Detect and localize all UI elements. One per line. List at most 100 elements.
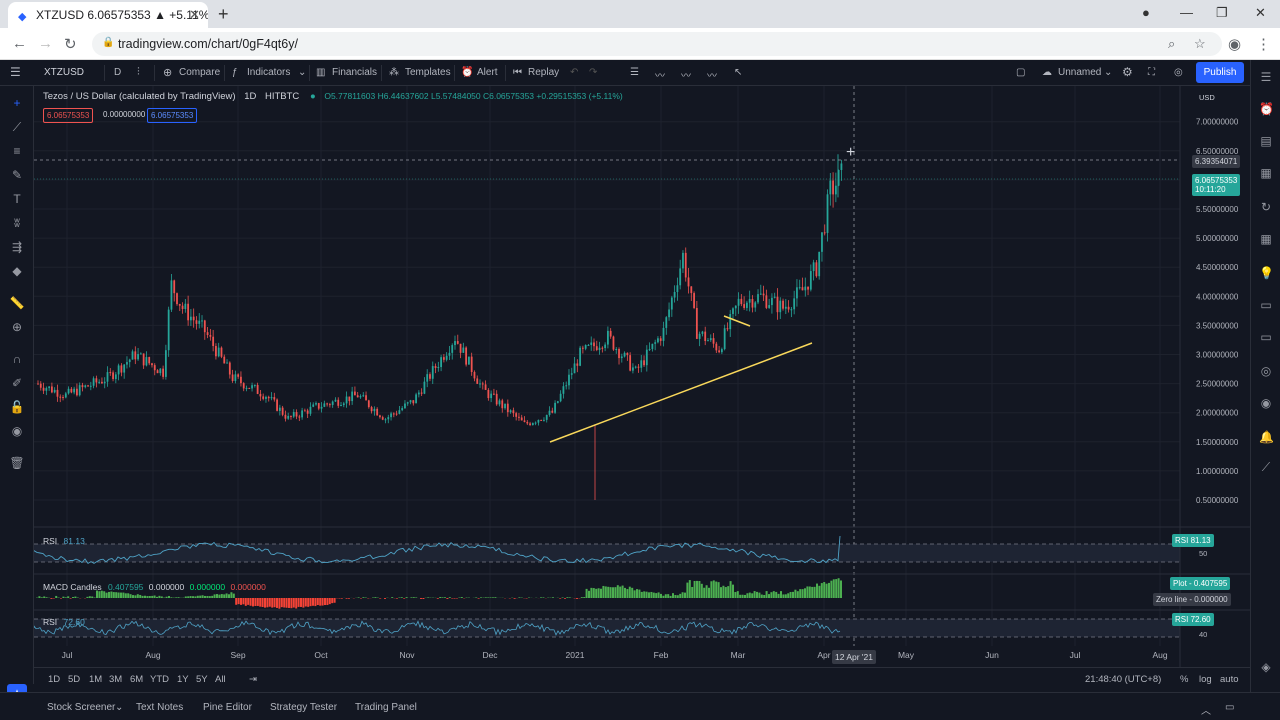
stock-screener-dropdown-icon[interactable]: ⌄ [115, 702, 124, 713]
indicators-button[interactable]: Indicators [247, 67, 291, 78]
ruler-icon[interactable]: 📏 [9, 296, 25, 310]
forward-icon[interactable]: → [38, 35, 53, 52]
streams-icon[interactable]: ◎ [1260, 364, 1272, 378]
notifications-bell-icon[interactable]: 🔔 [1259, 430, 1274, 444]
lock-drawings-icon[interactable]: 🔓 [9, 400, 25, 414]
goto-date-icon[interactable]: ⇥ [249, 674, 257, 685]
brush-icon[interactable]: ✎ [11, 168, 23, 182]
fullscreen-icon[interactable]: ⛶ [1148, 67, 1155, 78]
tf-ytd[interactable]: YTD [150, 674, 169, 685]
elliott-wave-icon[interactable]: 〰 [655, 71, 665, 82]
candle-body [415, 394, 417, 404]
settings-gear-icon[interactable]: ⚙ [1122, 65, 1133, 79]
alert-button[interactable]: Alert [477, 67, 498, 78]
ask-price[interactable]: 6.06575353 [147, 108, 198, 123]
tab-trading-panel[interactable]: Trading Panel [355, 702, 417, 713]
interval-button[interactable]: D [114, 67, 122, 78]
profile-avatar-icon[interactable]: ◉ [1228, 36, 1242, 53]
messages-icon[interactable]: ▭ [1260, 330, 1272, 344]
maximize-panel-icon[interactable]: ▭ [1225, 702, 1235, 713]
broadcast-icon[interactable]: ◉ [1260, 396, 1272, 410]
candle-body [556, 401, 559, 403]
zoom-in-icon[interactable]: ⊕ [11, 320, 23, 334]
order-panel-icon[interactable]: ⟋ [1261, 460, 1271, 474]
tf-5d[interactable]: 5D [68, 674, 81, 685]
trend-line-icon[interactable]: ⟋ [12, 120, 22, 134]
profile-menu-icon[interactable]: ● [1142, 5, 1150, 20]
hide-drawings-icon[interactable]: ◉ [11, 424, 23, 438]
pattern-icon[interactable]: ʬ [14, 216, 20, 230]
reload-icon[interactable]: ↻ [64, 36, 77, 53]
zoom-icon[interactable]: ⌕ [1168, 36, 1176, 51]
wave-abc-icon[interactable]: 〰 [681, 71, 691, 82]
clock-timezone[interactable]: 21:48:40 (UTC+8) [1085, 674, 1162, 685]
new-tab-icon[interactable]: + [218, 4, 229, 24]
main-menu-icon[interactable]: ☰ [10, 65, 21, 79]
magnet-icon[interactable]: ∩ [12, 352, 22, 366]
bid-price[interactable]: 6.06575353 [43, 108, 94, 123]
browser-menu-icon[interactable]: ⋮ [1256, 36, 1271, 53]
replay-button[interactable]: Replay [528, 67, 560, 78]
back-icon[interactable]: ← [12, 35, 27, 52]
publish-button[interactable]: Publish [1196, 62, 1244, 83]
icon-tool-icon[interactable]: ◆ [12, 264, 22, 278]
hotlist-icon[interactable]: ↻ [1260, 200, 1272, 214]
wave-xyz-icon[interactable]: 〰 [707, 71, 717, 82]
restore-icon[interactable]: ❐ [1216, 5, 1228, 20]
prediction-icon[interactable]: ⇶ [11, 240, 23, 254]
layout-icon[interactable]: ▢ [1016, 67, 1026, 78]
main-chart[interactable]: 7.000000006.500000006.000000005.50000000… [34, 86, 1250, 667]
percent-scale-toggle[interactable]: % [1180, 674, 1189, 685]
bookmark-star-icon[interactable]: ☆ [1194, 36, 1206, 51]
financials-button[interactable]: Financials [332, 67, 378, 78]
tf-1m[interactable]: 1M [89, 674, 103, 685]
ideas-bulb-icon[interactable]: 💡 [1259, 266, 1274, 280]
tab-pine-editor[interactable]: Pine Editor [203, 702, 252, 713]
chat-icon[interactable]: ▭ [1260, 298, 1272, 312]
calendar-icon[interactable]: ▦ [1260, 232, 1272, 246]
fib-retracement-icon[interactable]: ≡ [13, 144, 21, 158]
tf-1d[interactable]: 1D [48, 674, 61, 685]
candle-body [376, 408, 379, 416]
trash-icon[interactable]: 🗑 [9, 456, 25, 470]
close-tab-icon[interactable]: ✕ [189, 7, 200, 22]
compare-button[interactable]: Compare [179, 67, 221, 78]
cursor-icon[interactable]: ↖ [734, 67, 743, 78]
tf-6m[interactable]: 6M [130, 674, 144, 685]
news-icon[interactable]: ▦ [1260, 166, 1272, 180]
redo-icon[interactable]: ↷ [589, 67, 598, 78]
layers-icon[interactable]: ◈ [1261, 660, 1271, 674]
favorites-drawing-icon[interactable]: ☰ [630, 67, 639, 78]
tf-5y[interactable]: 5Y [196, 674, 208, 685]
url-field[interactable]: 🔒 tradingview.com/chart/0gF4qt6y/ ⌕ ☆ [92, 32, 1222, 56]
candle-body [148, 357, 151, 364]
close-window-icon[interactable]: ✕ [1255, 5, 1266, 20]
browser-tab[interactable]: ◆ XTZUSD 6.06575353 ▲ +5.11% U ✕ [8, 2, 208, 28]
minimize-icon[interactable]: — [1180, 5, 1193, 20]
collapse-panel-icon[interactable]: ︿ [1201, 706, 1211, 717]
snapshot-camera-icon[interactable]: ◎ [1174, 67, 1183, 78]
tf-1y[interactable]: 1Y [177, 674, 189, 685]
templates-button[interactable]: Templates [405, 67, 451, 78]
text-tool-icon[interactable]: T [13, 192, 21, 206]
tab-text-notes[interactable]: Text Notes [136, 702, 184, 713]
auto-scale-toggle[interactable]: auto [1220, 674, 1239, 685]
alerts-clock-icon[interactable]: ⏰ [1259, 102, 1274, 116]
watchlist-icon[interactable]: ☰ [1260, 70, 1272, 84]
indicators-dropdown-icon[interactable]: ⌄ [298, 67, 307, 78]
crosshair-icon[interactable]: + [13, 96, 21, 110]
currency-label[interactable]: USD [1199, 93, 1215, 102]
tf-3m[interactable]: 3M [109, 674, 123, 685]
tab-stock-screener[interactable]: Stock Screener [47, 702, 116, 713]
chart-type-icon[interactable]: ⫶ [137, 66, 140, 78]
undo-icon[interactable]: ↶ [570, 67, 579, 78]
layout-dropdown-icon[interactable]: ⌄ [1104, 67, 1113, 78]
data-window-icon[interactable]: ▤ [1260, 134, 1272, 148]
time-tick-label: Aug [145, 650, 160, 660]
layout-name-button[interactable]: Unnamed [1058, 67, 1102, 78]
symbol-search-button[interactable]: XTZUSD [44, 67, 84, 78]
tf-all[interactable]: All [215, 674, 226, 685]
log-scale-toggle[interactable]: log [1199, 674, 1212, 685]
tab-strategy-tester[interactable]: Strategy Tester [270, 702, 338, 713]
stay-drawing-icon[interactable]: ✐ [11, 376, 23, 390]
